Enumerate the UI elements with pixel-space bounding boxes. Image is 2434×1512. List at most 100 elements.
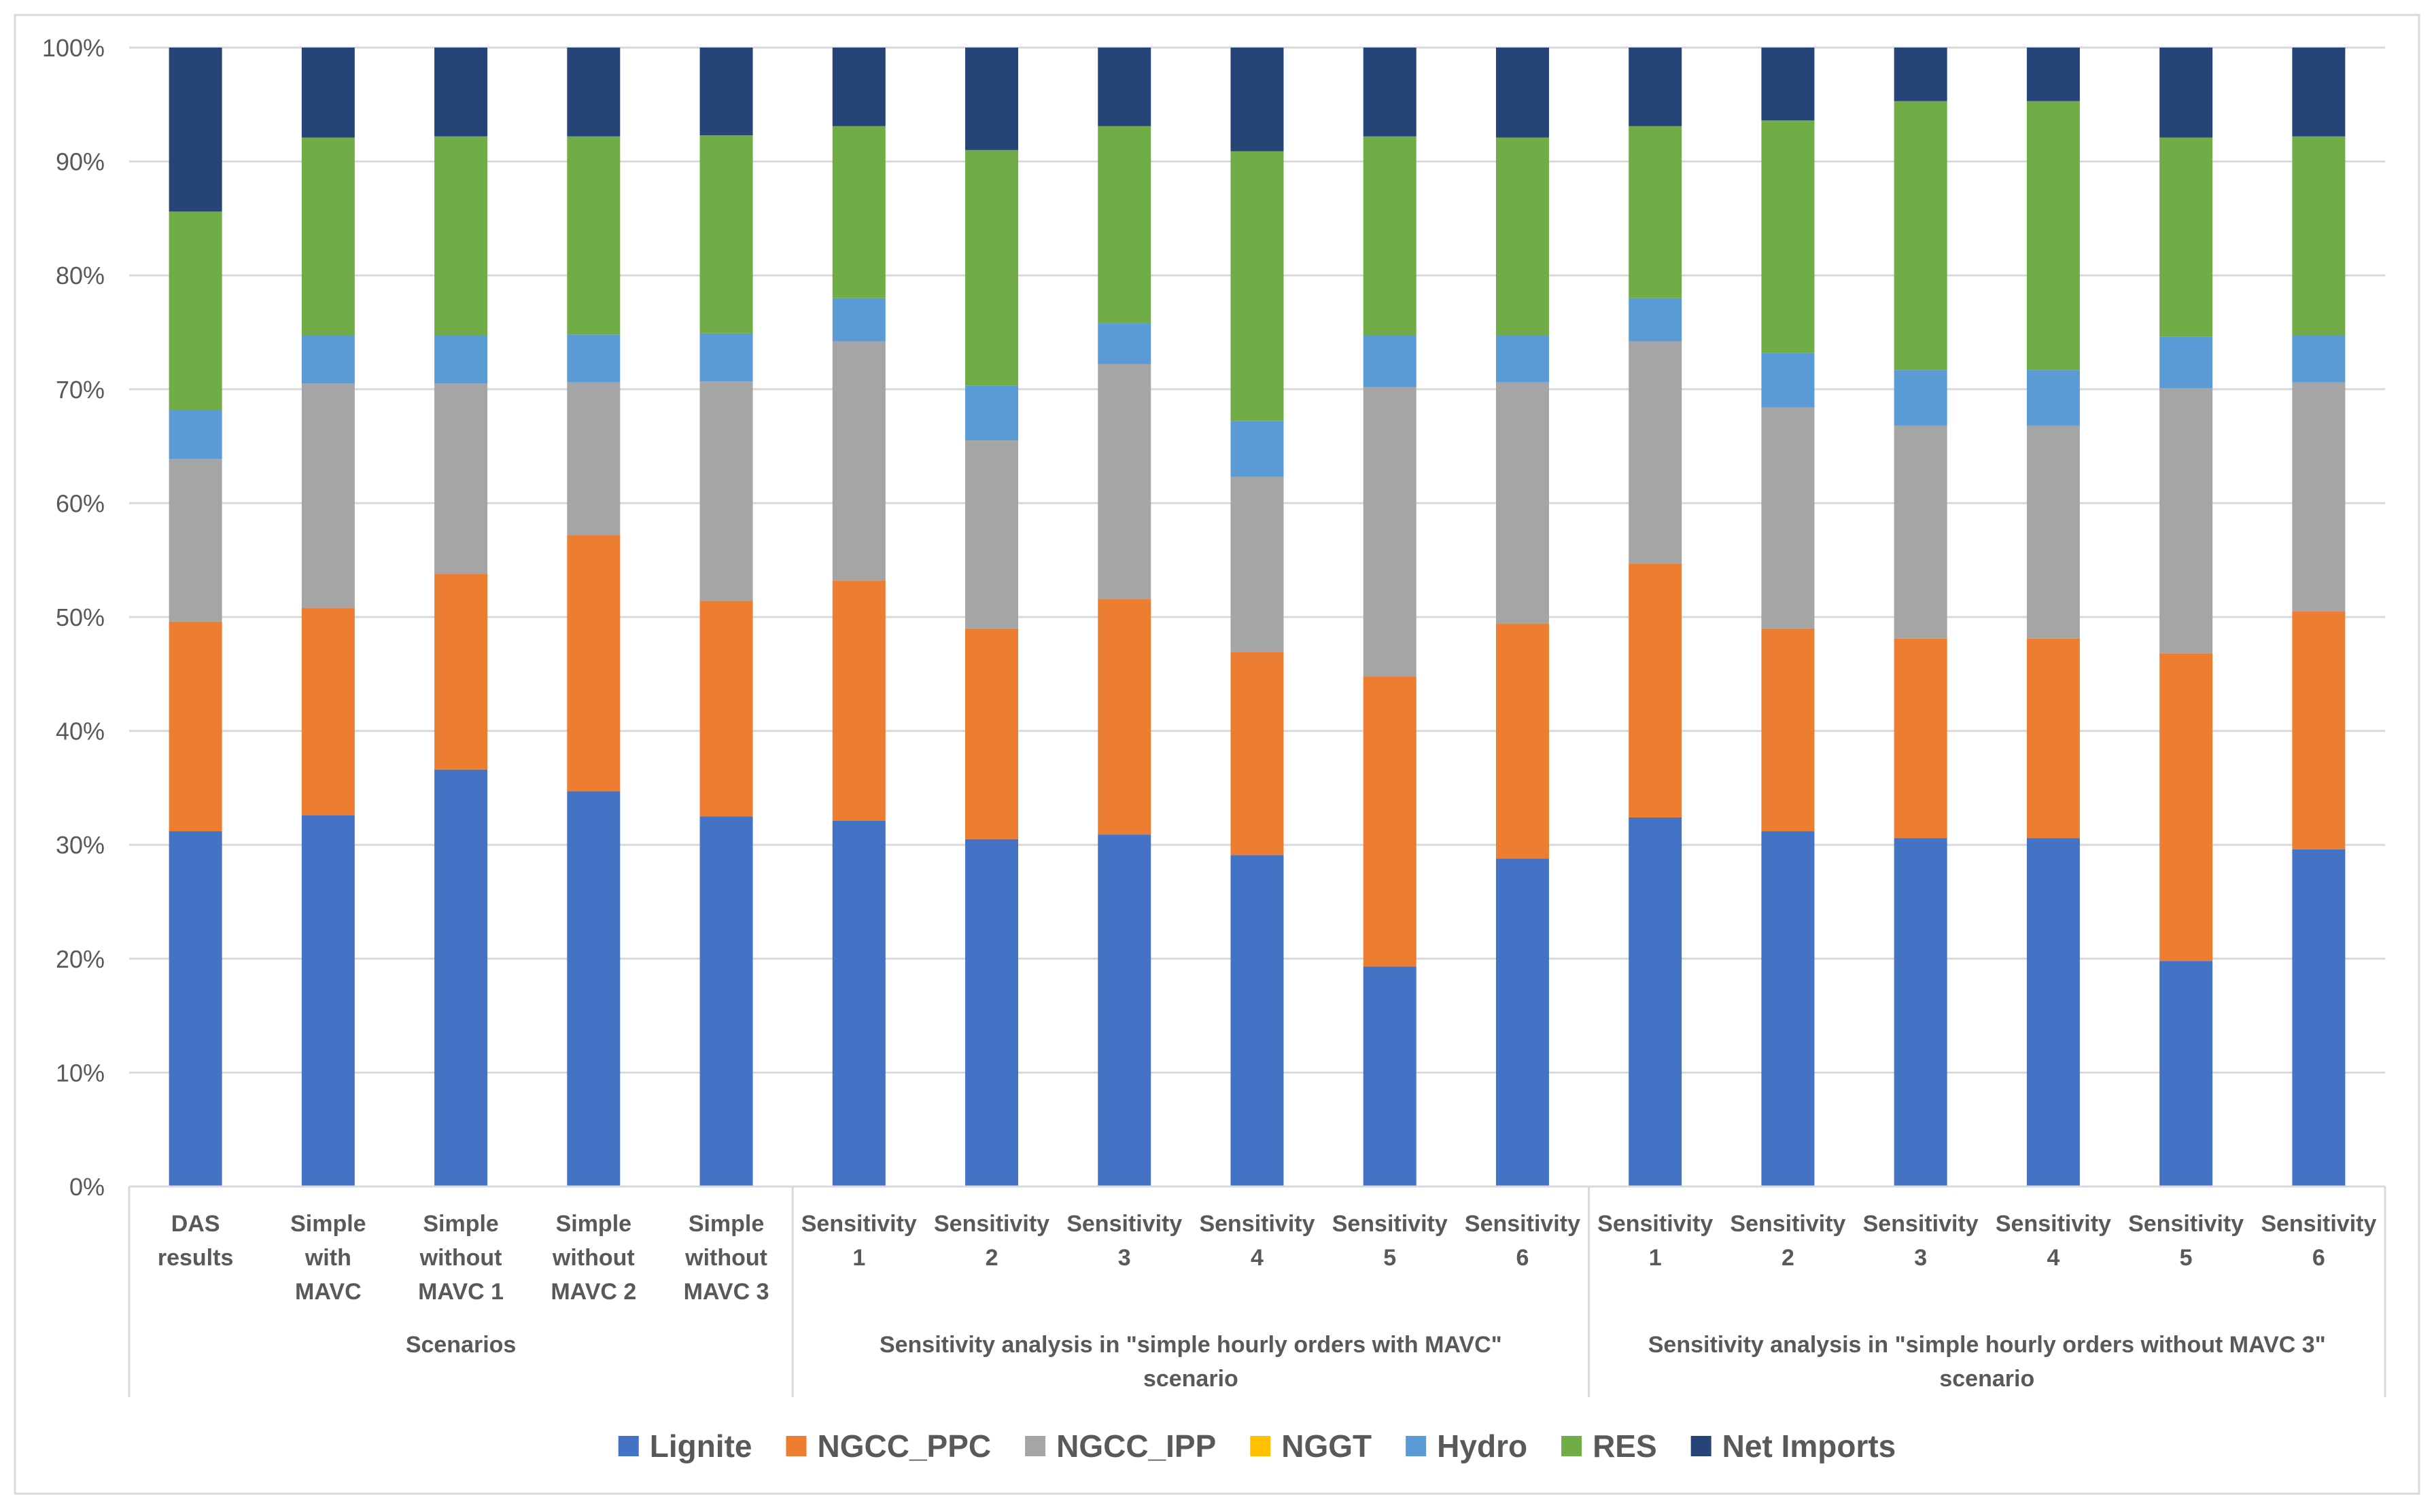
legend-label: RES xyxy=(1593,1428,1657,1464)
bar-segment-res xyxy=(1363,136,1416,336)
x-tick-label: MAVC 3 xyxy=(684,1279,769,1305)
bar-segment-hydro xyxy=(1363,336,1416,387)
bar-segment-hydro xyxy=(1495,336,1549,383)
bar-segment-ngcc-ppc xyxy=(699,601,753,817)
x-tick-label: Sensitivity xyxy=(2261,1211,2376,1237)
bar-segment-hydro xyxy=(1761,353,1815,408)
bar-segment-ngcc-ppc xyxy=(1894,638,1947,839)
bar-segment-ngcc-ipp xyxy=(434,383,488,574)
x-tick-label: Sensitivity xyxy=(1465,1211,1580,1237)
bar-segment-hydro xyxy=(832,298,886,342)
bar-segment-ngcc-ipp xyxy=(1495,382,1549,625)
bar-segment-hydro xyxy=(2159,336,2213,389)
x-tick-label: Simple xyxy=(290,1211,366,1237)
x-tick-label: Sensitivity xyxy=(934,1211,1049,1237)
x-tick-label: results xyxy=(158,1245,234,1271)
x-tick-label: Sensitivity xyxy=(1730,1211,1845,1237)
legend: Lignite NGCC_PPC NGCC_IPP NGGT Hydro RES Net I… xyxy=(618,1428,1896,1464)
x-tick-label: Simple xyxy=(556,1211,631,1237)
legend-item-lignite: Lignite xyxy=(618,1428,752,1464)
bar-segment-net-imports xyxy=(1894,48,1947,101)
bar-segment-res xyxy=(2026,101,2080,370)
x-tick-label: 2 xyxy=(986,1245,998,1271)
bar-segment-res xyxy=(1230,151,1284,421)
bar-segment-ngcc-ipp xyxy=(567,382,621,535)
x-tick-label: 6 xyxy=(2312,1245,2325,1271)
bar-segment-net-imports xyxy=(1761,48,1815,121)
bar-segment-ngcc-ipp xyxy=(169,459,222,622)
legend-swatch xyxy=(1561,1436,1582,1456)
legend-label: Lignite xyxy=(650,1428,752,1464)
chart-border xyxy=(14,14,2420,1495)
legend-swatch xyxy=(1406,1436,1427,1456)
bar-segment-ngcc-ppc xyxy=(1230,652,1284,856)
bar-segment-res xyxy=(1495,137,1549,336)
group-label: Sensitivity analysis in "simple hourly o… xyxy=(1648,1332,2326,1358)
bar-segment-hydro xyxy=(169,409,222,459)
x-tick-label: 5 xyxy=(1383,1245,1396,1271)
bar-segment-res xyxy=(1894,101,1947,370)
x-tick-label: Sensitivity xyxy=(1863,1211,1979,1237)
bar-segment-ngcc-ppc xyxy=(301,608,355,815)
legend-label: Hydro xyxy=(1437,1428,1527,1464)
bar-segment-lignite xyxy=(301,815,355,1186)
bar-segment-hydro xyxy=(1629,298,1682,342)
legend-item-res: RES xyxy=(1561,1428,1657,1464)
bar-segment-lignite xyxy=(965,839,1019,1186)
bar-segment-hydro xyxy=(1098,323,1151,364)
x-tick-label: 4 xyxy=(2047,1245,2059,1271)
bar-segment-net-imports xyxy=(832,48,886,126)
group-label: Scenarios xyxy=(406,1332,517,1358)
bar-segment-lignite xyxy=(832,821,886,1186)
bar-segment-res xyxy=(965,150,1019,386)
bar-segment-hydro xyxy=(965,385,1019,441)
bar-segment-ngcc-ipp xyxy=(1629,341,1682,564)
x-tick-label: 4 xyxy=(1251,1245,1264,1271)
bar-segment-ngcc-ipp xyxy=(2159,388,2213,654)
bar-segment-ngcc-ipp xyxy=(2292,382,2346,612)
y-tick-label: 90% xyxy=(56,148,105,176)
bar-segment-net-imports xyxy=(434,48,488,137)
x-tick-label: 5 xyxy=(2180,1245,2193,1271)
y-tick-label: 10% xyxy=(56,1059,105,1087)
x-tick-label: 3 xyxy=(1914,1245,1927,1271)
y-tick-label: 100% xyxy=(42,34,105,62)
x-tick-label: Sensitivity xyxy=(801,1211,917,1237)
bar-segment-lignite xyxy=(169,831,222,1186)
bar-segment-net-imports xyxy=(965,48,1019,150)
x-tick-label: without xyxy=(552,1245,635,1271)
bar-segment-ngcc-ipp xyxy=(965,440,1019,629)
bar-segment-lignite xyxy=(1495,858,1549,1186)
x-tick-label: Sensitivity xyxy=(1332,1211,1448,1237)
x-tick-label: Sensitivity xyxy=(2128,1211,2244,1237)
y-axis: 0% 10% 20% 30% 40% 50% 60% 70% 80% 90% 100% xyxy=(42,34,105,1201)
bar-segment-res xyxy=(699,135,753,334)
bar-segment-ngcc-ppc xyxy=(434,574,488,770)
x-tick-label: with xyxy=(305,1245,351,1271)
bar-segment-lignite xyxy=(1098,834,1151,1186)
bar-segment-ngcc-ppc xyxy=(1495,624,1549,859)
x-tick-label: 3 xyxy=(1118,1245,1131,1271)
bar-segment-net-imports xyxy=(1495,48,1549,138)
bar-segment-res xyxy=(2159,137,2213,337)
x-tick-label: Sensitivity xyxy=(1597,1211,1713,1237)
bar-segment-lignite xyxy=(1230,855,1284,1186)
bar-segment-ngcc-ppc xyxy=(1098,599,1151,835)
group-label: scenario xyxy=(1939,1366,2034,1392)
legend-item-ngcc-ppc: NGCC_PPC xyxy=(786,1428,991,1464)
bar-segment-net-imports xyxy=(567,48,621,137)
bar-segment-net-imports xyxy=(1098,48,1151,126)
bar-segment-res xyxy=(2292,136,2346,336)
y-tick-label: 40% xyxy=(56,718,105,745)
x-tick-label: Simple xyxy=(689,1211,764,1237)
y-tick-label: 50% xyxy=(56,603,105,631)
x-tick-label: MAVC 1 xyxy=(418,1279,504,1305)
bar-segment-net-imports xyxy=(2292,48,2346,137)
bar-segment-lignite xyxy=(567,791,621,1186)
y-tick-label: 60% xyxy=(56,489,105,517)
legend-swatch xyxy=(1690,1436,1711,1456)
bar-segment-ngcc-ppc xyxy=(2159,653,2213,962)
bar-segment-net-imports xyxy=(699,48,753,136)
